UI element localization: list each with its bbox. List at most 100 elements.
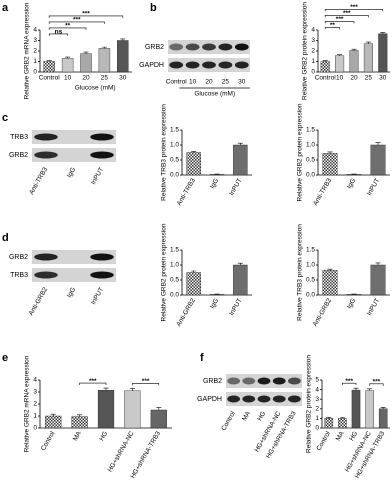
blot-lane-label: HG — [256, 410, 267, 422]
bar — [233, 264, 248, 296]
bar — [338, 418, 347, 429]
blot-lane-label: Anti-TRB3 — [28, 166, 49, 196]
blot-strip — [32, 130, 116, 144]
x-tick-label: InPUT — [366, 297, 381, 316]
error-bar — [375, 262, 381, 265]
y-axis-label: Relative GRB2 protein expression — [161, 223, 168, 321]
sig-label: *** — [350, 4, 358, 11]
blot-band — [242, 377, 256, 385]
sig-bracket — [324, 27, 340, 30]
bar — [124, 390, 141, 429]
blot-strip — [32, 268, 116, 282]
x-tick-label: HG — [98, 430, 109, 442]
blot-row-label: GRB2 — [9, 152, 28, 159]
error-bar — [375, 142, 381, 145]
blot-lane-title: Glucose (mM) — [194, 91, 235, 98]
y-tick-label: 1 — [311, 58, 315, 65]
bar — [351, 389, 361, 429]
y-tick-label: 3 — [311, 37, 315, 44]
bar — [61, 58, 74, 73]
blot-row-label: GAPDH — [197, 396, 222, 403]
bar — [209, 174, 225, 176]
y-tick-label: 1.5 — [306, 247, 315, 254]
x-tick-label: Anti-TRB3 — [176, 177, 197, 207]
bar — [346, 174, 362, 176]
blot-band — [202, 43, 216, 51]
bar — [117, 40, 129, 73]
x-tick-label: 25 — [365, 75, 373, 82]
error-bar — [380, 32, 386, 34]
y-tick-label: 0.5 — [170, 277, 179, 284]
y-tick-label: 4 — [33, 377, 37, 384]
bar — [363, 43, 373, 73]
y-tick-label: 0.0 — [170, 172, 179, 179]
sig-label: *** — [345, 378, 353, 385]
x-tick-label: 30 — [379, 75, 387, 82]
x-tick-label: Control — [315, 430, 332, 452]
blot-band — [90, 253, 114, 261]
x-tick-label: Control — [40, 430, 57, 452]
sig-label: *** — [343, 10, 351, 17]
panel-label: c — [2, 112, 8, 124]
bar — [97, 390, 115, 429]
sig-bracket — [132, 383, 160, 386]
x-tick-label: IgG — [346, 297, 357, 310]
blot-band — [242, 395, 256, 403]
y-tick-label: 3 — [315, 396, 319, 403]
x-tick-label: 25 — [101, 75, 109, 82]
y-tick-label: 0 — [33, 69, 37, 76]
y-axis-label: Relative GRB2 protein expression — [302, 2, 309, 100]
sig-label: *** — [82, 11, 90, 18]
y-axis-label: Relative GRB2 mRNA expression — [24, 355, 31, 452]
x-tick-label: MA — [72, 430, 83, 443]
error-bar — [129, 388, 135, 391]
blot-lane-label: 10 — [189, 79, 197, 86]
blot-lane-label: InPUT — [90, 286, 105, 305]
y-tick-label: 4 — [33, 27, 37, 34]
blot-band — [169, 43, 184, 51]
error-bar — [101, 46, 107, 49]
error-bar — [339, 416, 345, 419]
blot-band — [227, 395, 240, 403]
blot-lane-label: 30 — [238, 79, 246, 86]
sig-label: *** — [373, 379, 381, 386]
error-bar — [322, 60, 328, 62]
blot-lane-label: Control — [220, 410, 237, 432]
x-tick-label: Anti-TRB3 — [312, 177, 333, 207]
y-tick-label: 4 — [311, 27, 315, 34]
y-tick-label: 2 — [33, 48, 37, 55]
error-bar — [367, 388, 373, 391]
error-bar — [77, 414, 83, 417]
y-tick-label: 0.0 — [306, 172, 315, 179]
sig-label: *** — [142, 378, 150, 385]
bar — [335, 55, 345, 73]
error-bar — [191, 270, 197, 273]
panel-label: b — [150, 2, 157, 14]
bar — [186, 272, 201, 296]
panel-label: a — [2, 2, 9, 14]
y-tick-label: 0 — [311, 69, 315, 76]
y-tick-label: 3 — [33, 37, 37, 44]
y-tick-label: 1.0 — [306, 142, 315, 149]
bar — [349, 50, 359, 73]
blot-band — [257, 395, 271, 403]
x-tick-label: 20 — [82, 75, 90, 82]
y-axis-label: Relative GRB2 mRNA expression — [24, 2, 31, 99]
panel-label: d — [2, 232, 9, 244]
y-tick-label: 1.0 — [170, 142, 179, 149]
x-tick-label: IgG — [346, 177, 357, 190]
y-tick-label: 1 — [33, 413, 37, 420]
y-tick-label: 1.5 — [306, 127, 315, 134]
blot-row-label: GRB2 — [203, 378, 222, 385]
x-tick-label: 20 — [350, 75, 358, 82]
x-tick-label: Control — [315, 75, 337, 82]
error-bar — [191, 151, 197, 153]
y-axis-label: Relative GRB2 protein expression — [297, 103, 304, 201]
y-tick-label: 1.5 — [170, 127, 179, 134]
blot-band — [90, 151, 114, 159]
y-tick-label: 0 — [315, 425, 319, 432]
blot-strip — [32, 250, 116, 264]
y-axis-label: Relative TRB3 protein expression — [297, 224, 304, 321]
error-bar — [326, 417, 332, 419]
blot-row-label: GAPDH — [139, 62, 164, 69]
